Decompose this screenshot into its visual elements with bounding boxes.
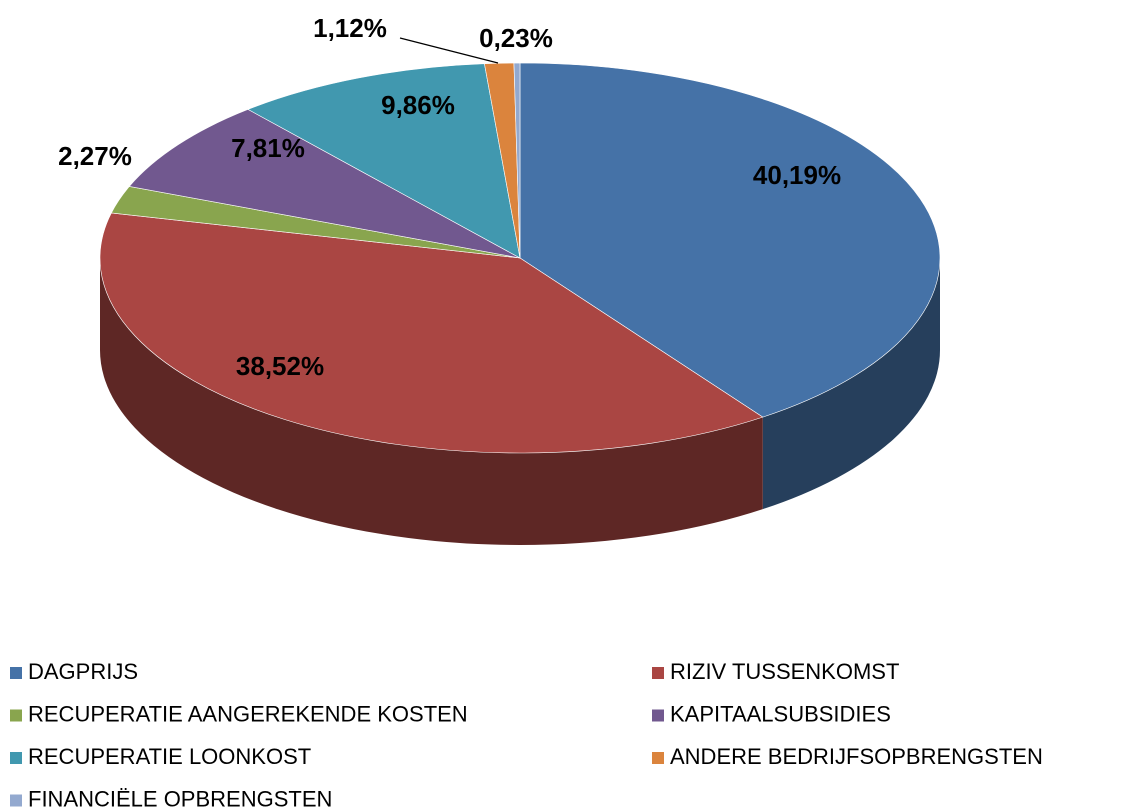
legend-swatch — [652, 709, 664, 722]
legend-label: ANDERE BEDRIJFSOPBRENGSTEN — [670, 744, 1043, 769]
data-label: 40,19% — [753, 160, 841, 190]
pie-sides — [100, 258, 940, 545]
pie-tops — [99, 62, 941, 454]
legend-label: RECUPERATIE AANGEREKENDE KOSTEN — [28, 701, 468, 726]
legend-swatch — [10, 709, 22, 722]
legend-swatch — [10, 752, 22, 764]
data-label: 38,52% — [236, 351, 324, 381]
slice — [513, 62, 521, 259]
legend-label: RECUPERATIE LOONKOST — [28, 744, 311, 769]
slice-side — [100, 258, 763, 545]
data-label: 9,86% — [381, 90, 455, 120]
legend-label: DAGPRIJS — [28, 659, 138, 684]
legend-swatch — [652, 752, 664, 764]
legend-label: FINANCIËLE OPBRENGSTEN — [28, 786, 332, 807]
data-label: 2,27% — [58, 141, 132, 171]
legend-swatch — [10, 794, 22, 807]
data-label: 7,81% — [231, 133, 305, 163]
data-label: 1,12% — [313, 13, 387, 43]
legend-label: RIZIV TUSSENKOMST — [670, 659, 899, 684]
slice — [128, 109, 521, 259]
leader-line — [399, 37, 499, 64]
legend-swatch — [10, 667, 22, 679]
legend-swatch — [652, 667, 664, 679]
data-label: 0,23% — [479, 23, 553, 53]
slice — [247, 63, 521, 259]
slice-side — [762, 258, 940, 510]
slice — [99, 212, 764, 454]
legend: DAGPRIJS RIZIV TUSSENKOMST RECUPERATIE AAN… — [10, 659, 1043, 807]
slice — [519, 62, 941, 418]
legend-label: KAPITAALSUBSIDIES — [670, 701, 891, 726]
data-labels: 40,19% 38,52% 2,27% 7,81% 9,86% 1,12% 0,23% — [58, 13, 841, 381]
